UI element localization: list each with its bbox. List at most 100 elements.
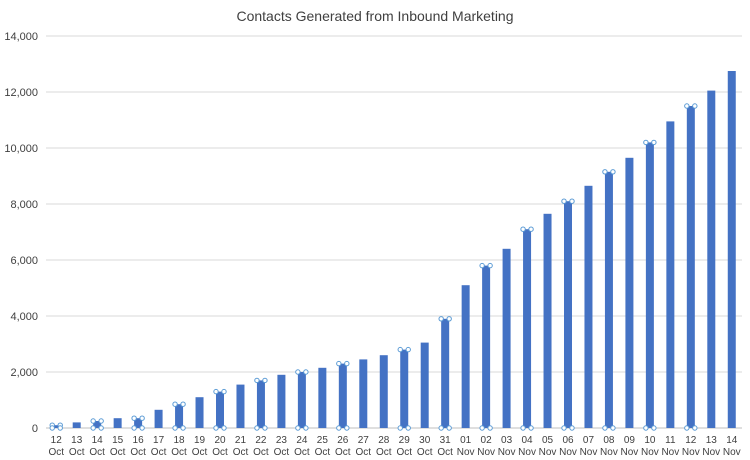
bar (113, 418, 122, 428)
x-tick-month: Oct (192, 447, 208, 458)
chart-title: Contacts Generated from Inbound Marketin… (236, 8, 513, 24)
bar (564, 201, 572, 428)
selection-handle (479, 425, 485, 431)
x-tick-month: Oct (233, 447, 249, 458)
bar (543, 213, 552, 428)
selection-handle (446, 425, 452, 431)
selection-handle (487, 425, 493, 431)
selection-handle (528, 425, 534, 431)
x-tick-month: Nov (498, 447, 516, 458)
selection-handle (610, 425, 616, 431)
x-tick-month: Oct (253, 447, 269, 458)
bar (379, 355, 388, 428)
selection-handle (303, 369, 309, 375)
x-tick-day: 21 (235, 435, 247, 446)
x-tick-month: Oct (376, 447, 392, 458)
y-tick-label: 14,000 (4, 31, 38, 43)
x-tick-month: Nov (518, 447, 536, 458)
x-tick-month: Nov (600, 447, 618, 458)
x-tick-month: Oct (151, 447, 167, 458)
x-tick-month: Oct (274, 447, 290, 458)
selection-handle (569, 425, 575, 431)
selection-handle (651, 139, 657, 146)
bar (256, 380, 265, 428)
x-tick-month: Nov (641, 447, 659, 458)
x-tick-day: 06 (562, 435, 574, 446)
bar (502, 248, 511, 428)
selection-handle (602, 425, 608, 431)
selection-handle (295, 369, 301, 375)
x-tick-day: 01 (460, 435, 472, 446)
y-tick-label: 2,000 (10, 367, 38, 379)
x-tick-day: 08 (603, 435, 615, 446)
x-tick-day: 10 (644, 435, 656, 446)
x-tick-month: Oct (69, 447, 85, 458)
x-tick-month: Oct (110, 447, 126, 458)
x-tick-month: Oct (437, 447, 453, 458)
selection-handle (438, 425, 444, 431)
x-tick-day: 18 (173, 435, 185, 446)
selection-handle (139, 425, 145, 431)
x-tick-day: 09 (624, 435, 636, 446)
bar (318, 367, 327, 428)
y-tick-label: 8,000 (10, 199, 38, 211)
selection-handle (405, 425, 411, 431)
x-tick-day: 25 (317, 435, 329, 446)
selection-handle (180, 401, 186, 407)
selection-handle (602, 169, 608, 175)
selection-handle (254, 425, 260, 431)
selection-handle (262, 377, 268, 384)
x-tick-month: Nov (477, 447, 495, 458)
selection-handle (446, 316, 452, 322)
selection-handle (520, 226, 526, 232)
bar (236, 384, 245, 428)
x-tick-day: 17 (153, 435, 165, 446)
selection-handle (213, 388, 219, 395)
selection-handle (520, 425, 526, 431)
bar (604, 171, 613, 429)
selection-handle (643, 139, 649, 146)
selection-handle (684, 425, 690, 431)
selection-handle (98, 418, 104, 424)
selection-handle (172, 401, 178, 407)
selection-handle (90, 418, 96, 424)
x-tick-month: Nov (661, 447, 679, 458)
x-tick-day: 15 (112, 435, 124, 446)
bar (216, 391, 224, 428)
bar (400, 349, 409, 428)
bar (277, 374, 286, 428)
x-tick-day: 13 (706, 435, 718, 446)
bar (52, 425, 61, 428)
selection-handle (139, 415, 145, 421)
selection-handle (692, 103, 698, 109)
selection-handle (221, 425, 227, 431)
x-tick-month: Oct (89, 447, 105, 458)
x-tick-day: 23 (276, 435, 288, 446)
x-tick-day: 20 (214, 435, 226, 446)
bar (523, 229, 532, 428)
bar (666, 121, 675, 429)
bar (686, 106, 695, 428)
x-tick-month: Nov (539, 447, 557, 458)
bar (625, 157, 634, 429)
x-tick-month: Nov (723, 447, 741, 458)
selection-handle (528, 226, 534, 232)
selection-handle (684, 103, 690, 109)
y-tick-label: 0 (32, 423, 38, 435)
bar (359, 359, 368, 428)
selection-handle (344, 425, 350, 431)
selection-handle (479, 262, 485, 269)
bar (72, 422, 81, 428)
bar (134, 418, 143, 428)
bar (645, 142, 654, 428)
selection-handle (303, 425, 309, 431)
selection-handle (98, 425, 104, 431)
x-tick-month: Oct (356, 447, 372, 458)
x-tick-month: Nov (559, 447, 577, 458)
x-tick-month: Nov (457, 447, 475, 458)
x-tick-day: 31 (440, 435, 452, 446)
bars (52, 71, 736, 429)
x-tick-day: 22 (255, 435, 267, 446)
x-tick-month: Oct (396, 447, 412, 458)
